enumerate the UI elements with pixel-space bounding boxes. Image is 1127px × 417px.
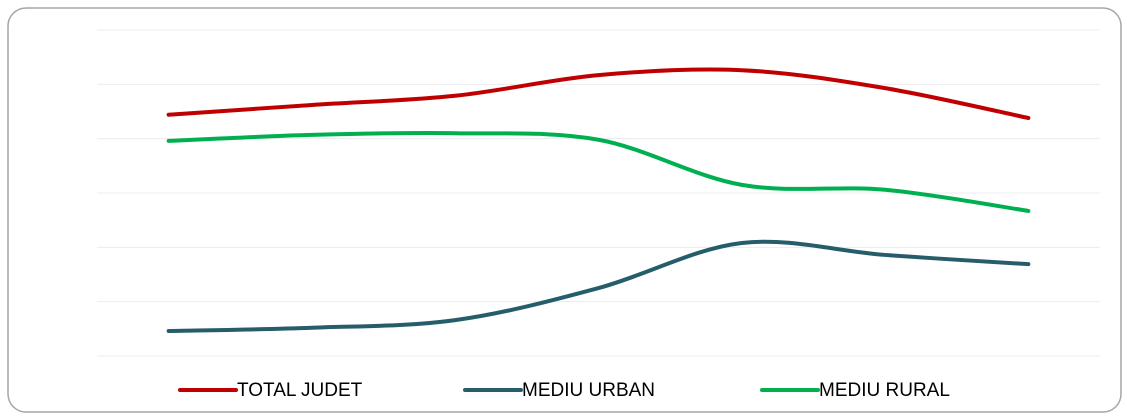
series-line: [166, 67, 1031, 121]
chart-frame: [7, 7, 1122, 413]
legend-label: MEDIU URBAN: [522, 380, 655, 401]
series-line: [166, 239, 1031, 334]
legend-label: TOTAL JUDET: [237, 380, 363, 401]
legend-label: MEDIU RURAL: [819, 380, 950, 401]
series-line: [166, 130, 1031, 213]
